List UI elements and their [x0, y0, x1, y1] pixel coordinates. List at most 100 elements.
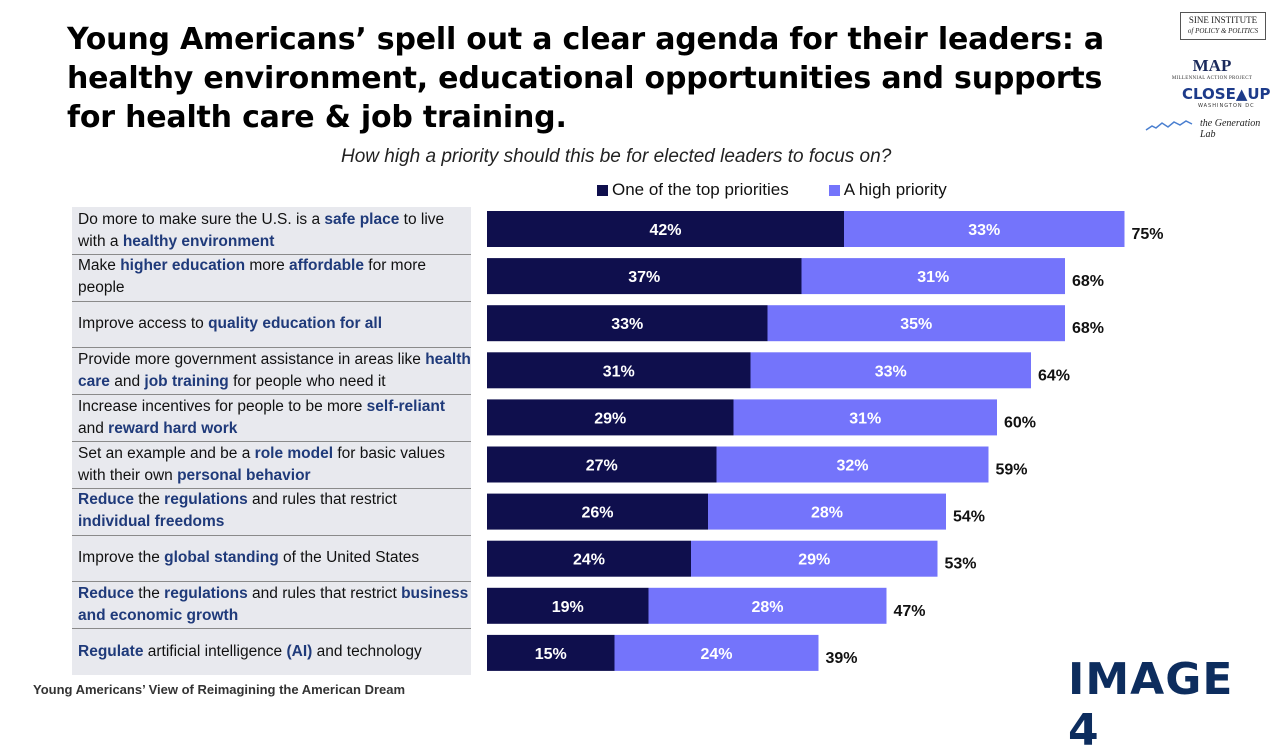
page-title: Young Americans’ spell out a clear agend… — [67, 22, 1104, 135]
data-label-top-3: 31% — [603, 363, 635, 380]
map-logo-subtext: MILLENNIAL ACTION PROJECT — [1171, 76, 1253, 81]
data-label-high-0: 33% — [968, 222, 1000, 239]
row-divider — [72, 628, 471, 630]
bar-high-priority-3 — [750, 352, 1031, 389]
category-label-text: Provide more government assistance in ar… — [78, 349, 473, 393]
data-label-high-8: 28% — [751, 599, 783, 616]
label-text: the — [134, 584, 165, 602]
label-highlight: self-reliant — [366, 397, 446, 415]
category-label-text: Reduce the regulations and rules that re… — [78, 489, 473, 533]
data-label-top-4: 29% — [594, 410, 626, 427]
bar-top-priority-4 — [487, 399, 734, 436]
sine-logo-line2: of POLICY & POLITICS — [1187, 27, 1259, 35]
generation-lab-logo: the Generation Lab — [1200, 118, 1261, 140]
category-label-4: Increase incentives for people to be mor… — [78, 394, 473, 441]
data-label-top-9: 15% — [535, 646, 567, 663]
data-label-high-2: 35% — [900, 316, 932, 333]
bar-top-priority-0 — [487, 211, 844, 247]
category-label-7: Improve the global standing of the Unite… — [78, 535, 473, 582]
total-label-6: 54% — [953, 509, 985, 526]
label-highlight: healthy environment — [122, 232, 275, 250]
closeup-logo: CLOSE▲UP WASHINGTON DC — [1182, 85, 1271, 109]
legend-swatch-high — [828, 184, 840, 196]
row-divider — [72, 441, 471, 442]
row-divider — [72, 300, 471, 302]
label-highlight: higher education — [120, 257, 246, 275]
label-highlight: safe place — [324, 210, 400, 228]
closeup-logo-text: CLOSE▲UP — [1182, 85, 1271, 103]
bar-high-priority-1 — [801, 258, 1065, 295]
data-label-top-2: 33% — [611, 316, 643, 333]
category-label-text: Reduce the regulations and rules that re… — [78, 583, 473, 627]
label-highlight: personal behavior — [177, 466, 311, 484]
category-label-text: Regulate artificial intelligence (AI) an… — [78, 641, 422, 663]
label-text: Increase incentives for people to be mor… — [78, 397, 367, 415]
bar-high-priority-8 — [648, 587, 887, 624]
total-label-2: 68% — [1072, 320, 1104, 337]
label-highlight: regulations — [164, 491, 248, 509]
label-highlight: affordable — [289, 257, 364, 275]
total-label-0: 75% — [1132, 226, 1164, 243]
total-label-9: 39% — [826, 650, 858, 667]
category-label-text: Set an example and be a role model for b… — [78, 443, 473, 487]
category-label-text: Increase incentives for people to be mor… — [78, 396, 473, 440]
label-highlight: (AI) — [286, 642, 313, 660]
row-divider — [72, 347, 471, 349]
label-text: Set an example and be a — [78, 444, 255, 462]
row-divider — [72, 534, 471, 536]
image-tag: IMAGE 4 — [1068, 654, 1234, 756]
bar-top-priority-3 — [487, 352, 751, 389]
label-highlight: Reduce — [78, 584, 134, 602]
category-label-5: Set an example and be a role model for b… — [78, 441, 473, 488]
legend-label-high: A high priority — [843, 180, 947, 199]
bar-top-priority-6 — [487, 493, 708, 530]
total-label-4: 60% — [1004, 414, 1036, 431]
total-label-3: 64% — [1038, 367, 1070, 384]
category-label-text: Make higher education more affordable fo… — [78, 255, 473, 299]
label-highlight: regulations — [164, 584, 248, 602]
label-text: Do more to make sure the U.S. is a — [78, 210, 325, 228]
data-label-high-6: 28% — [811, 505, 843, 522]
label-text: for people who need it — [228, 372, 386, 390]
category-label-text: Improve access to quality education for … — [78, 313, 382, 335]
total-label-7: 53% — [945, 556, 977, 573]
category-label-6: Reduce the regulations and rules that re… — [78, 488, 473, 535]
bar-top-priority-7 — [487, 540, 691, 577]
category-label-0: Do more to make sure the U.S. is a safe … — [78, 207, 473, 254]
category-label-text: Improve the global standing of the Unite… — [78, 547, 419, 569]
bar-high-priority-7 — [691, 540, 938, 577]
category-label-9: Regulate artificial intelligence (AI) an… — [78, 628, 473, 675]
sine-institute-logo: SINE INSTITUTE of POLICY & POLITICS — [1180, 12, 1266, 40]
label-text: and — [109, 372, 145, 390]
category-label-2: Improve access to quality education for … — [78, 301, 473, 348]
row-divider — [72, 394, 471, 396]
category-label-3: Provide more government assistance in ar… — [78, 347, 473, 394]
bar-high-priority-0 — [844, 211, 1125, 247]
bar-high-priority-9 — [614, 634, 819, 671]
label-text: and technology — [312, 642, 422, 660]
bar-top-priority-1 — [487, 258, 802, 295]
data-label-high-3: 33% — [875, 363, 907, 380]
bar-high-priority-6 — [708, 493, 946, 530]
label-text: and rules that restrict — [247, 584, 402, 602]
data-label-high-1: 31% — [917, 269, 949, 286]
data-label-top-1: 37% — [628, 269, 660, 286]
label-text: for basic values with their own — [78, 444, 446, 484]
data-label-top-7: 24% — [573, 552, 605, 569]
bar-top-priority-9 — [487, 634, 615, 671]
data-label-top-8: 19% — [552, 599, 584, 616]
legend-item-top: One of the top priorities — [597, 180, 789, 200]
chart-subtitle: How high a priority should this be for e… — [341, 146, 892, 167]
data-label-high-9: 24% — [700, 646, 732, 663]
sine-logo-line1: SINE INSTITUTE — [1188, 15, 1258, 25]
category-label-1: Make higher education more affordable fo… — [78, 254, 473, 301]
label-highlight: Reduce — [78, 491, 134, 509]
label-highlight: role model — [254, 444, 334, 462]
label-text: Improve access to — [78, 315, 209, 333]
label-text: Make — [78, 257, 121, 275]
data-label-top-6: 26% — [581, 505, 613, 522]
total-label-5: 59% — [996, 462, 1028, 479]
label-highlight: Regulate — [78, 642, 144, 660]
label-highlight: global standing — [164, 549, 279, 567]
data-label-high-4: 31% — [849, 410, 881, 427]
